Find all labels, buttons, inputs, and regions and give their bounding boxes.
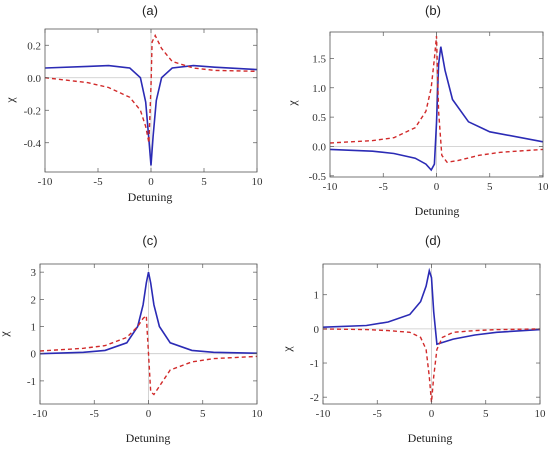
x-tick-label: -10 xyxy=(33,408,48,420)
y-tick-label: -0.5 xyxy=(309,171,327,183)
y-tick-label: 1.5 xyxy=(312,53,326,65)
y-tick-label: 0.0 xyxy=(27,73,41,85)
y-tick-label: -0.4 xyxy=(24,138,42,150)
x-tick-label: 5 xyxy=(200,408,206,420)
dashed-series-line xyxy=(39,314,258,396)
panel-label: (d) xyxy=(425,233,441,248)
panel-b: (b) -10 -5 0 5 10 -0.5 0.0 0.5 1.0 1.5 Detuning χ xyxy=(285,3,549,218)
y-tick-label: 3 xyxy=(31,267,37,279)
x-tick-label: -10 xyxy=(316,408,331,420)
y-tick-label: 1 xyxy=(314,290,320,302)
dashed-series-line xyxy=(322,328,541,403)
y-tick-label: 1.0 xyxy=(312,83,326,95)
x-tick-label: 0 xyxy=(148,176,154,188)
x-tick-label: 5 xyxy=(487,181,493,193)
x-tick-label: 10 xyxy=(252,176,264,188)
solid-series-line xyxy=(322,267,541,346)
y-tick-label: 1 xyxy=(31,322,37,334)
y-axis-title: χ xyxy=(285,100,299,107)
x-tick-label: -10 xyxy=(323,181,338,193)
y-tick-label: -0.2 xyxy=(24,105,41,117)
y-tick-label: 0 xyxy=(314,324,320,336)
x-tick-label: -5 xyxy=(373,408,383,420)
solid-series-line xyxy=(39,272,258,355)
solid-series-line xyxy=(44,64,258,166)
x-tick-label: 10 xyxy=(252,408,264,420)
x-axis-title: Detuning xyxy=(415,204,460,218)
panel-a: (a) -10 -5 0 5 10 -0.4 -0.2 0.0 0.2 Detuning χ xyxy=(3,3,263,204)
x-axis-title: Detuning xyxy=(126,431,171,445)
x-tick-label: -5 xyxy=(379,181,389,193)
y-tick-label: -1 xyxy=(27,376,36,388)
x-axis-title: Detuning xyxy=(408,431,453,445)
y-axis-title: χ xyxy=(280,346,294,353)
x-tick-label: 5 xyxy=(483,408,489,420)
solid-series-line xyxy=(329,46,544,172)
y-axis-title: χ xyxy=(3,97,17,104)
x-tick-label: 10 xyxy=(535,408,547,420)
y-tick-label: 0.5 xyxy=(312,112,326,124)
x-tick-label: -5 xyxy=(93,176,103,188)
y-tick-label: 0.0 xyxy=(312,141,326,153)
y-tick-label: -2 xyxy=(310,392,319,404)
y-tick-label: -1 xyxy=(310,358,319,370)
panel-label: (c) xyxy=(142,233,157,248)
dashed-series-line xyxy=(329,36,544,164)
dashed-series-line xyxy=(44,33,258,143)
x-tick-label: -5 xyxy=(90,408,100,420)
x-tick-label: 5 xyxy=(201,176,207,188)
y-tick-label: 0.2 xyxy=(27,40,41,52)
x-axis-title: Detuning xyxy=(128,190,173,204)
x-tick-label: 10 xyxy=(538,181,550,193)
x-tick-label: 0 xyxy=(434,181,440,193)
x-tick-label: 0 xyxy=(429,408,435,420)
panel-label: (b) xyxy=(425,3,441,18)
x-tick-label: -10 xyxy=(38,176,53,188)
y-tick-label: 2 xyxy=(31,294,37,306)
y-tick-label: 0 xyxy=(31,349,37,361)
x-tick-label: 0 xyxy=(146,408,152,420)
panel-label: (a) xyxy=(142,3,158,18)
y-axis-title: χ xyxy=(0,331,11,338)
